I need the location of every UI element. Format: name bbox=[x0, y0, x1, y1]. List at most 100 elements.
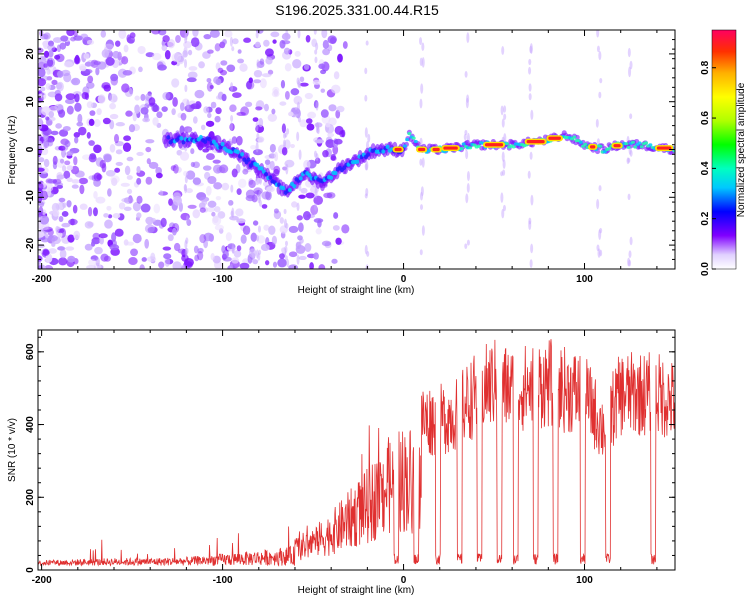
spectrogram-noise-blob bbox=[172, 97, 178, 107]
spectrogram-noise-blob bbox=[111, 177, 118, 186]
spectrogram-noise-blob bbox=[327, 132, 335, 138]
spectrogram-noise-blob bbox=[233, 249, 242, 258]
spectrogram-streak bbox=[258, 190, 262, 201]
spectrogram-noise-blob bbox=[73, 132, 80, 138]
spectrogram-noise-blob bbox=[291, 201, 298, 208]
spectrogram-noise-blob bbox=[264, 48, 274, 57]
spectrogram-ridge-core bbox=[329, 175, 334, 180]
spectrogram-noise-blob bbox=[203, 239, 208, 249]
spectrogram-ridge-halo bbox=[464, 139, 470, 145]
spectrogram-streak bbox=[466, 171, 470, 182]
spectrogram-noise-blob bbox=[171, 108, 176, 116]
spectrogram-ridge-halo bbox=[574, 134, 580, 140]
snr-series-line bbox=[38, 339, 675, 567]
spectrogram-streak bbox=[284, 240, 288, 247]
spectrogram-noise-blob bbox=[307, 111, 317, 119]
spectrogram-noise-blob bbox=[237, 58, 245, 64]
spectrogram-noise-blob bbox=[58, 197, 66, 203]
spectrogram-streak bbox=[597, 248, 601, 258]
spectrogram-noise-blob bbox=[229, 215, 239, 221]
spectrogram-ridge-core bbox=[307, 173, 312, 178]
spectrogram-noise-blob bbox=[205, 153, 215, 161]
spectrogram-noise-blob bbox=[66, 105, 74, 115]
spectrogram-streak bbox=[258, 249, 262, 255]
spectrogram-noise-blob bbox=[134, 104, 140, 114]
spectrogram-noise-blob bbox=[99, 236, 104, 245]
spectrogram-streak bbox=[465, 193, 469, 204]
spectrogram-noise-blob bbox=[48, 116, 56, 122]
spectrogram-streak bbox=[315, 153, 319, 161]
spectrogram-noise-blob bbox=[302, 210, 311, 221]
spectrogram-streak bbox=[501, 46, 505, 55]
spectrogram-noise-blob bbox=[93, 144, 102, 154]
spectrogram-noise-blob bbox=[128, 257, 138, 266]
spectrogram-y-tick-label: 20 bbox=[25, 48, 36, 60]
spectrogram-noise-blob bbox=[209, 85, 214, 90]
spectrogram-y-tick-label: -20 bbox=[25, 237, 36, 252]
spectrogram-noise-blob bbox=[210, 253, 215, 261]
spectrogram-noise-blob bbox=[229, 104, 237, 112]
spectrogram-noise-blob bbox=[250, 144, 257, 150]
spectrogram-noise-blob bbox=[104, 219, 113, 229]
spectrogram-noise-blob bbox=[187, 204, 197, 209]
spectrogram-noise-blob bbox=[255, 41, 261, 48]
spectrogram-noise-blob bbox=[140, 203, 151, 213]
spectrogram-noise-blob bbox=[64, 98, 75, 104]
spectrogram-streak bbox=[365, 160, 369, 171]
spectrogram-noise-blob bbox=[236, 188, 242, 195]
spectrogram-ridge-core bbox=[648, 143, 653, 147]
spectrogram-ridge-core bbox=[198, 134, 203, 140]
spectrogram-streak bbox=[366, 251, 370, 257]
spectrogram-noise-blob bbox=[280, 79, 286, 89]
spectrogram-streak bbox=[184, 30, 188, 40]
spectrogram-noise-blob bbox=[283, 47, 291, 55]
spectrogram-noise-blob bbox=[66, 200, 72, 208]
snr-ticks: -200 -100 0 100 0 200 400 600 bbox=[25, 330, 675, 586]
spectrogram-noise-blob bbox=[52, 155, 58, 166]
spectrogram-noise-blob bbox=[136, 177, 142, 185]
spectrogram-noise-blob bbox=[58, 129, 69, 137]
spectrogram-noise-blob bbox=[136, 151, 144, 156]
spectrogram-noise-blob bbox=[185, 188, 193, 194]
snr-frame bbox=[37, 329, 676, 571]
spectrogram-noise-blob bbox=[263, 39, 270, 47]
spectrogram-noise-blob bbox=[171, 60, 178, 66]
spectrogram-noise-blob bbox=[52, 37, 63, 43]
spectrogram-noise-blob bbox=[222, 249, 229, 259]
spectrogram-streak bbox=[257, 225, 261, 233]
spectrogram-noise-blob bbox=[210, 101, 217, 109]
spectrogram-streak bbox=[286, 128, 290, 135]
spectrogram-ridge-core bbox=[459, 147, 464, 151]
spectrogram-streak bbox=[258, 177, 262, 185]
spectrogram-noise-blob bbox=[63, 170, 71, 180]
spectrogram-ridge-core bbox=[287, 187, 292, 193]
spectrogram-noise-blob bbox=[47, 44, 56, 52]
colorbar-ticks: 0.0 0.2 0.4 0.6 0.8 bbox=[700, 60, 716, 276]
spectrogram-noise-blob bbox=[77, 113, 83, 124]
spectrogram-streak bbox=[256, 133, 260, 140]
spectrogram-noise-blob bbox=[71, 179, 80, 184]
spectrogram-noise-blob bbox=[190, 103, 201, 110]
spectrogram-noise-blob bbox=[45, 83, 51, 91]
spectrogram-noise-blob bbox=[239, 262, 250, 269]
spectrogram-streak bbox=[419, 98, 423, 109]
spectrogram-noise-blob bbox=[66, 177, 73, 182]
snr-x-tick-label: -100 bbox=[213, 575, 233, 586]
spectrogram-noise-blob bbox=[118, 30, 127, 39]
spectrogram-noise-blob bbox=[148, 97, 156, 106]
spectrogram-noise-blob bbox=[55, 123, 62, 129]
spectrogram-noise-blob bbox=[172, 261, 182, 269]
spectrogram-noise-blob bbox=[121, 83, 130, 93]
spectrogram-noise-blob bbox=[221, 182, 230, 191]
spectrogram-noise-blob bbox=[62, 202, 67, 208]
spectrogram-streak bbox=[502, 204, 506, 212]
spectrogram-noise-blob bbox=[304, 92, 313, 100]
spectrogram-noise-blob bbox=[237, 49, 242, 54]
spectrogram-peak-core bbox=[432, 147, 440, 152]
spectrogram-noise-blob bbox=[40, 225, 49, 231]
spectrogram-noise-blob bbox=[203, 232, 214, 242]
spectrogram-noise-blob bbox=[192, 116, 198, 124]
spectrogram-noise-blob bbox=[253, 69, 263, 78]
spectrogram-noise-blob bbox=[303, 159, 311, 170]
spectrogram-streak bbox=[184, 175, 188, 184]
